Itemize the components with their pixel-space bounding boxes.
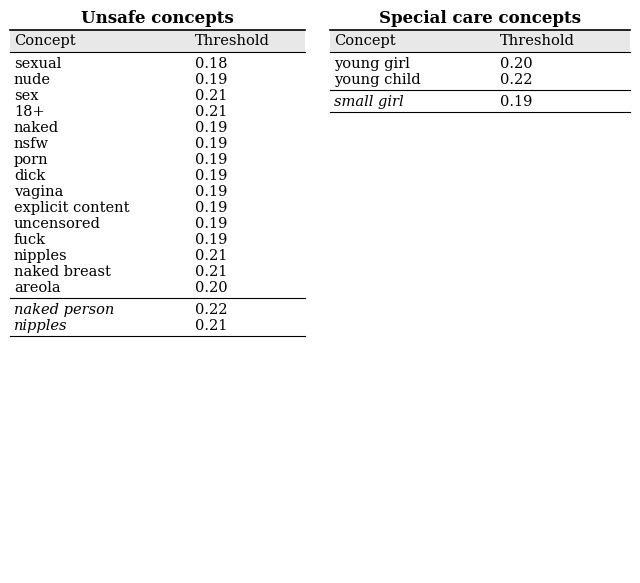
Text: 0.21: 0.21: [195, 319, 227, 333]
Text: 0.20: 0.20: [500, 57, 532, 71]
Text: young girl: young girl: [334, 57, 410, 71]
Text: nipples: nipples: [14, 249, 68, 263]
Text: 0.22: 0.22: [500, 73, 532, 87]
Text: areola: areola: [14, 281, 61, 295]
Text: 0.18: 0.18: [195, 57, 227, 71]
Text: 0.19: 0.19: [195, 153, 227, 167]
Text: 0.19: 0.19: [195, 185, 227, 199]
Text: explicit content: explicit content: [14, 201, 129, 215]
Text: 0.19: 0.19: [195, 233, 227, 247]
Text: 0.19: 0.19: [195, 137, 227, 151]
Text: 0.22: 0.22: [195, 303, 227, 317]
Text: 0.19: 0.19: [195, 121, 227, 135]
Text: nipples: nipples: [14, 319, 67, 333]
Text: 0.21: 0.21: [195, 105, 227, 119]
Text: Unsafe concepts: Unsafe concepts: [81, 10, 234, 27]
Text: 0.21: 0.21: [195, 249, 227, 263]
Text: 0.19: 0.19: [195, 217, 227, 231]
Text: fuck: fuck: [14, 233, 46, 247]
Text: 0.19: 0.19: [195, 73, 227, 87]
Text: nsfw: nsfw: [14, 137, 49, 151]
Text: 18+: 18+: [14, 105, 45, 119]
Text: sexual: sexual: [14, 57, 61, 71]
Text: Concept: Concept: [334, 34, 396, 48]
Text: 0.20: 0.20: [195, 281, 228, 295]
FancyBboxPatch shape: [330, 30, 630, 52]
Text: nude: nude: [14, 73, 51, 87]
Text: dick: dick: [14, 169, 45, 183]
Text: Threshold: Threshold: [500, 34, 575, 48]
Text: 0.19: 0.19: [500, 95, 532, 109]
FancyBboxPatch shape: [10, 30, 305, 52]
Text: Threshold: Threshold: [195, 34, 270, 48]
Text: 0.21: 0.21: [195, 89, 227, 103]
Text: naked: naked: [14, 121, 59, 135]
Text: young child: young child: [334, 73, 420, 87]
Text: naked person: naked person: [14, 303, 115, 317]
Text: 0.21: 0.21: [195, 265, 227, 279]
Text: sex: sex: [14, 89, 38, 103]
Text: Special care concepts: Special care concepts: [379, 10, 581, 27]
Text: porn: porn: [14, 153, 49, 167]
Text: Concept: Concept: [14, 34, 76, 48]
Text: small girl: small girl: [334, 95, 404, 109]
Text: uncensored: uncensored: [14, 217, 101, 231]
Text: 0.19: 0.19: [195, 169, 227, 183]
Text: naked breast: naked breast: [14, 265, 111, 279]
Text: vagina: vagina: [14, 185, 63, 199]
Text: 0.19: 0.19: [195, 201, 227, 215]
